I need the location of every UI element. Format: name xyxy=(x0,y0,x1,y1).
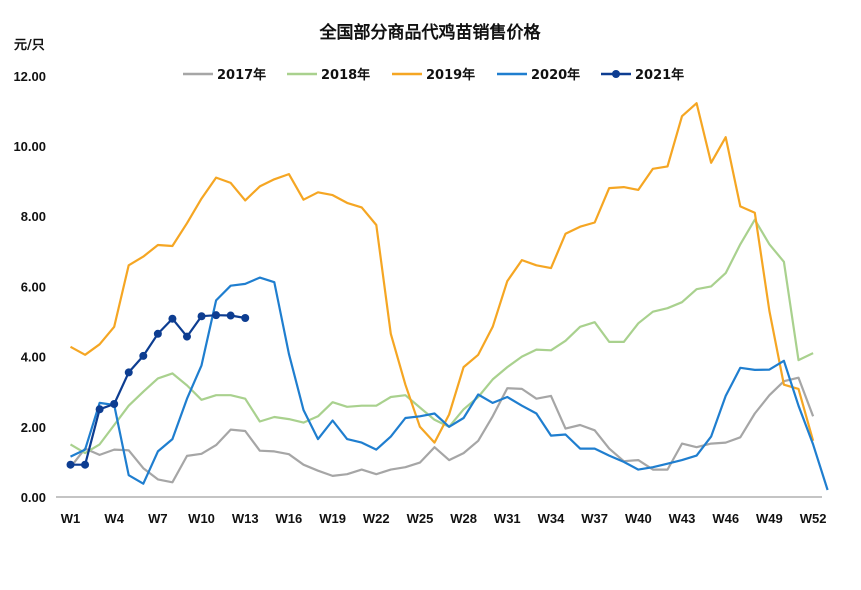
y-tick-label: 4.00 xyxy=(21,350,46,365)
plot-area xyxy=(66,102,829,491)
y-tick-label: 12.00 xyxy=(13,69,46,84)
data-point xyxy=(110,399,119,408)
x-tick-label: W10 xyxy=(188,511,215,526)
y-tick-label: 0.00 xyxy=(21,490,46,505)
data-point xyxy=(139,351,148,360)
x-tick-label: W22 xyxy=(363,511,390,526)
x-tick-label: W25 xyxy=(407,511,434,526)
x-tick-label: W1 xyxy=(61,511,81,526)
legend-label: 2018年 xyxy=(321,67,370,83)
y-axis-unit: 元/只 xyxy=(14,38,45,53)
x-tick-label: W13 xyxy=(232,511,259,526)
x-tick-label: W43 xyxy=(669,511,696,526)
x-tick-label: W52 xyxy=(800,511,827,526)
y-tick-label: 6.00 xyxy=(21,279,46,294)
legend: 2017年 2018年 2019年 2020年 2021年 xyxy=(183,67,684,83)
legend-label: 2020年 xyxy=(531,67,580,83)
legend-marker xyxy=(612,70,620,78)
x-tick-label: W19 xyxy=(319,511,346,526)
x-tick-label: W49 xyxy=(756,511,783,526)
legend-label: 2017年 xyxy=(217,67,266,83)
data-point xyxy=(212,311,221,320)
x-tick-label: W4 xyxy=(104,511,124,526)
x-tick-label: W28 xyxy=(450,511,477,526)
series-line-2019年 xyxy=(69,102,815,444)
data-point xyxy=(153,329,162,338)
x-axis: W1 W4 W7 W10 W13 W16 W19 W22 W25 W28 W31 W34 W37 W40 W… xyxy=(61,511,827,526)
data-point xyxy=(197,312,206,321)
data-point xyxy=(241,313,250,322)
x-tick-label: W7 xyxy=(148,511,168,526)
series-line-2017年 xyxy=(69,376,815,484)
chart-title: 全国部分商品代鸡苗销售价格 xyxy=(319,22,542,43)
data-point xyxy=(168,314,177,323)
data-point xyxy=(182,332,191,341)
y-tick-label: 2.00 xyxy=(21,420,46,435)
x-tick-label: W31 xyxy=(494,511,521,526)
y-axis: 0.00 2.00 4.00 6.00 8.00 10.00 12.00 xyxy=(13,69,46,505)
data-point xyxy=(95,405,104,414)
series-line-2018年 xyxy=(69,218,814,455)
data-point xyxy=(226,311,235,320)
legend-label: 2021年 xyxy=(635,67,684,83)
data-point xyxy=(66,460,75,469)
data-point xyxy=(81,460,90,469)
legend-label: 2019年 xyxy=(426,67,475,83)
y-tick-label: 10.00 xyxy=(13,139,46,154)
series-line-2020年 xyxy=(70,276,829,491)
y-tick-label: 8.00 xyxy=(21,209,46,224)
x-tick-label: W37 xyxy=(581,511,608,526)
data-point xyxy=(124,368,133,377)
x-tick-label: W46 xyxy=(712,511,739,526)
x-tick-label: W16 xyxy=(276,511,303,526)
x-tick-label: W34 xyxy=(538,511,566,526)
x-tick-label: W40 xyxy=(625,511,652,526)
